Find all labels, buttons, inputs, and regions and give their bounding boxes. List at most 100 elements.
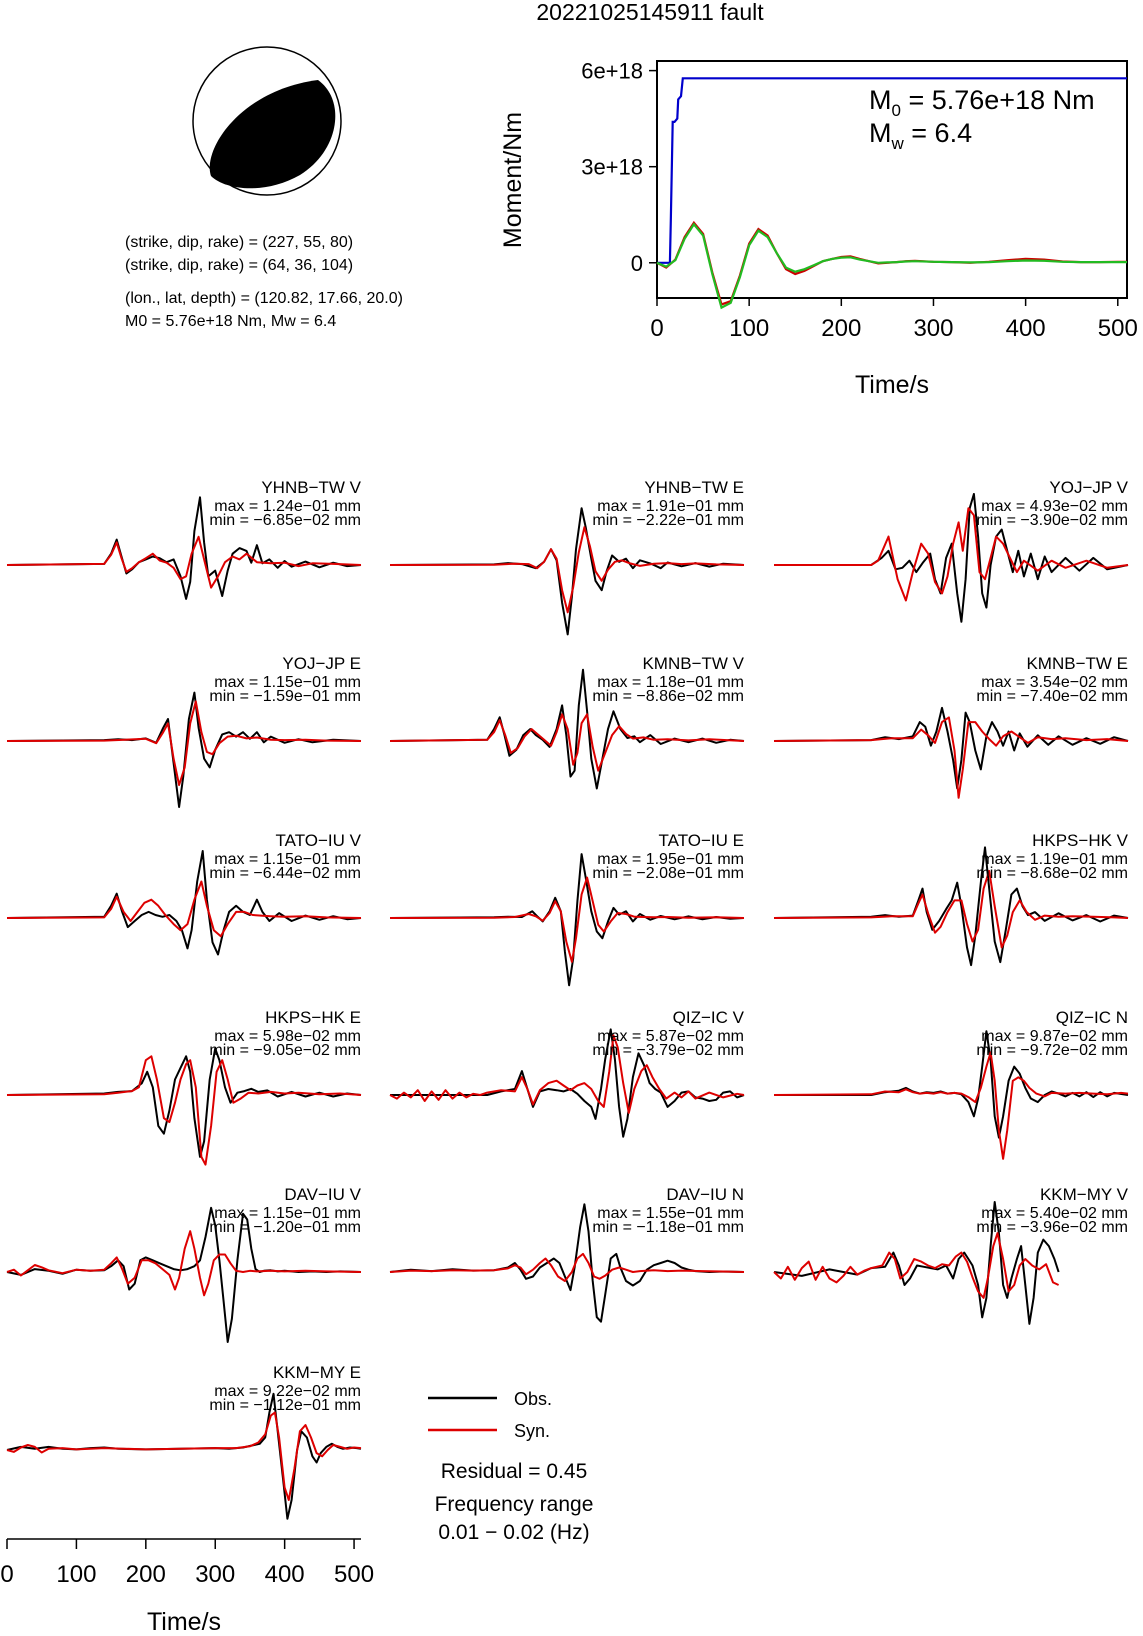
frequency-range-value: 0.01 − 0.02 (Hz) (438, 1521, 589, 1544)
station-min: min = −3.96e−02 mm (976, 1219, 1128, 1236)
waveform-xtick-label: 200 (126, 1561, 166, 1588)
figure-title: 20221025145911 fault (536, 0, 764, 25)
station-min: min = −1.18e−01 mm (592, 1219, 744, 1236)
station-name: QIZ−IC N (1056, 1008, 1128, 1027)
moment-series-line-1 (656, 220, 1127, 306)
station-min: min = −2.08e−01 mm (592, 865, 744, 882)
legend-syn-label: Syn. (514, 1421, 550, 1441)
observed-trace (773, 706, 1129, 790)
moment-ytick-label: 3e+18 (581, 155, 643, 180)
synthetic-trace (773, 1232, 1060, 1299)
observed-trace (6, 691, 362, 808)
moment-ytick-label: 0 (631, 251, 643, 276)
synthetic-trace (389, 713, 745, 772)
station-max: max = 5.40e−02 mm (981, 1205, 1128, 1222)
synthetic-trace (774, 507, 1129, 602)
station-min: min = −6.85e−02 mm (209, 512, 361, 529)
moment-xtick-label: 500 (1098, 315, 1138, 342)
synthetic-trace (389, 876, 745, 963)
station-min: min = −8.68e−02 mm (976, 865, 1128, 882)
station-max: max = 9.22e−02 mm (214, 1383, 361, 1400)
synthetic-trace (773, 716, 1129, 799)
observed-trace (773, 1201, 1060, 1325)
synthetic-trace (389, 1252, 745, 1282)
station-max: max = 1.91e−01 mm (597, 498, 744, 515)
station-min: min = −8.86e−02 mm (592, 688, 744, 705)
station-min: min = −3.90e−02 mm (976, 512, 1128, 529)
moment-xaxis: 0 100 200 300 400 500 (650, 298, 1138, 342)
residual-text: Residual = 0.45 (441, 1460, 588, 1483)
station-name: TATO−IU V (276, 831, 362, 850)
beachball (192, 46, 342, 196)
observed-trace (6, 1047, 362, 1158)
moment-annotation-mw: Mw = 6.4 (869, 118, 972, 153)
station-min: min = −3.79e−02 mm (592, 1042, 744, 1059)
observed-trace (773, 846, 1129, 967)
station-name: QIZ−IC V (673, 1008, 745, 1027)
moment-xtick-label: 300 (913, 315, 953, 342)
station-max: max = 5.98e−02 mm (214, 1028, 361, 1045)
station-min: min = −7.40e−02 mm (976, 688, 1128, 705)
mechanism-plane2: (strike, dip, rake) = (64, 36, 104) (125, 257, 353, 274)
station-name: KMNB−TW E (1026, 654, 1128, 673)
moment-xtick-label: 100 (729, 315, 769, 342)
station-name: KKM−MY V (1040, 1185, 1129, 1204)
waveform-xtick-label: 400 (265, 1561, 305, 1588)
station-min: min = −2.22e−01 mm (592, 512, 744, 529)
synthetic-trace (6, 700, 362, 786)
waveform-xlabel: Time/s (147, 1608, 221, 1636)
moment-ylabel: Moment/Nm (499, 112, 527, 248)
synthetic-trace (6, 1055, 362, 1166)
waveform-xtick-label: 0 (0, 1561, 13, 1588)
station-name: YOJ−JP E (282, 654, 361, 673)
station-name: YHNB−TW E (644, 478, 744, 497)
station-max: max = 1.95e−01 mm (597, 851, 744, 868)
station-max: max = 1.15e−01 mm (214, 674, 361, 691)
moment-xtick-label: 400 (1006, 315, 1046, 342)
moment-panel: 0 3e+18 6e+18 0 100 200 300 400 500 Moment/Nm T… (499, 59, 1138, 399)
mechanism-location: (lon., lat, depth) = (120.82, 17.66, 20.… (125, 290, 403, 307)
legend: Obs. Syn. Residual = 0.45 Frequency rang… (428, 1389, 593, 1544)
moment-series-line-2 (656, 222, 1127, 310)
observed-trace (774, 493, 1129, 623)
waveform-xtick-label: 300 (195, 1561, 235, 1588)
station-name: DAV−IU V (284, 1185, 361, 1204)
station-max: max = 3.54e−02 mm (981, 674, 1128, 691)
station-name: HKPS−HK V (1032, 831, 1129, 850)
moment-ytick-label: 6e+18 (581, 59, 643, 84)
station-min: min = −9.05e−02 mm (209, 1042, 361, 1059)
synthetic-trace (6, 1230, 362, 1297)
moment-annotation-m0: M0 = 5.76e+18 Nm (869, 85, 1095, 120)
moment-yaxis: 0 3e+18 6e+18 (581, 59, 657, 276)
frequency-range-label: Frequency range (435, 1493, 594, 1516)
station-max: max = 1.24e−01 mm (214, 498, 361, 515)
station-min: min = −1.20e−01 mm (209, 1219, 361, 1236)
station-name: DAV−IU N (666, 1185, 744, 1204)
station-max: max = 1.15e−01 mm (214, 851, 361, 868)
station-max: max = 9.87e−02 mm (981, 1028, 1128, 1045)
mechanism-plane1: (strike, dip, rake) = (227, 55, 80) (125, 234, 353, 251)
observed-trace (6, 850, 362, 956)
station-name: KMNB−TW V (642, 654, 744, 673)
station-max: max = 1.19e−01 mm (981, 851, 1128, 868)
synthetic-trace (773, 1051, 1129, 1160)
waveform-xtick-label: 500 (334, 1561, 374, 1588)
station-max: max = 5.87e−02 mm (597, 1028, 744, 1045)
synthetic-trace (6, 1411, 362, 1501)
synthetic-trace (773, 869, 1129, 949)
synthetic-trace (6, 880, 362, 938)
moment-xlabel: Time/s (855, 371, 929, 399)
